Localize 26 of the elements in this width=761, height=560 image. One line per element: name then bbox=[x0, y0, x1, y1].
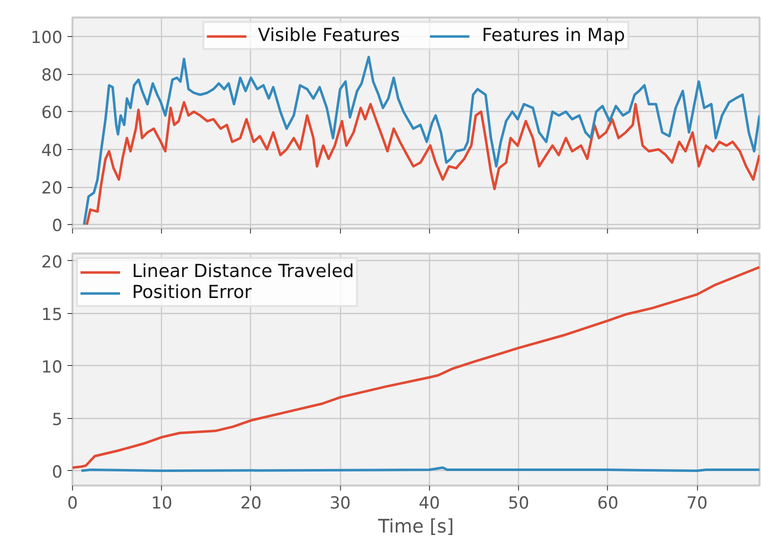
line-series bbox=[86, 101, 760, 226]
legend-label: Position Error bbox=[132, 282, 252, 303]
x-axis-title: Time [s] bbox=[377, 516, 454, 538]
y-tick-label: 20 bbox=[41, 178, 63, 198]
y-tick-label: 20 bbox=[41, 252, 63, 272]
x-tick-label: 40 bbox=[418, 494, 440, 512]
x-tick-label: 50 bbox=[508, 494, 530, 512]
y-tick-label: 10 bbox=[41, 357, 63, 376]
y-tick-label: 40 bbox=[41, 140, 63, 160]
line-series bbox=[82, 56, 760, 226]
x-tick-label: 0 bbox=[67, 494, 78, 512]
legend-label: Features in Map bbox=[482, 25, 626, 46]
x-tick-label: 30 bbox=[330, 494, 351, 512]
y-tick-label: 15 bbox=[41, 304, 63, 324]
y-tick-label: 5 bbox=[52, 410, 63, 429]
x-tick-label: 20 bbox=[240, 494, 262, 512]
legend-label: Linear Distance Traveled bbox=[132, 261, 354, 282]
y-tick-label: 80 bbox=[41, 66, 63, 85]
x-tick-label: 10 bbox=[151, 494, 172, 512]
y-tick-label: 100 bbox=[30, 28, 63, 47]
y-tick-label: 0 bbox=[52, 216, 63, 236]
x-tick-label: 70 bbox=[686, 494, 708, 512]
x-tick-label: 60 bbox=[597, 494, 618, 512]
legend-label: Visible Features bbox=[258, 25, 400, 46]
y-tick-label: 60 bbox=[41, 103, 63, 122]
y-tick-label: 0 bbox=[52, 462, 63, 482]
